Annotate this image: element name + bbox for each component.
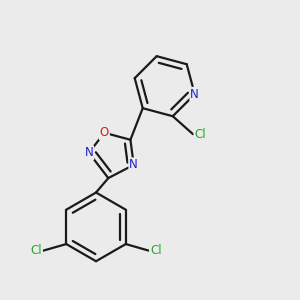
Text: Cl: Cl	[30, 244, 42, 257]
Text: N: N	[190, 88, 199, 101]
Text: Cl: Cl	[150, 244, 162, 257]
Text: Cl: Cl	[194, 128, 206, 141]
Text: N: N	[85, 146, 93, 159]
Text: N: N	[129, 158, 138, 171]
Text: O: O	[100, 126, 109, 139]
